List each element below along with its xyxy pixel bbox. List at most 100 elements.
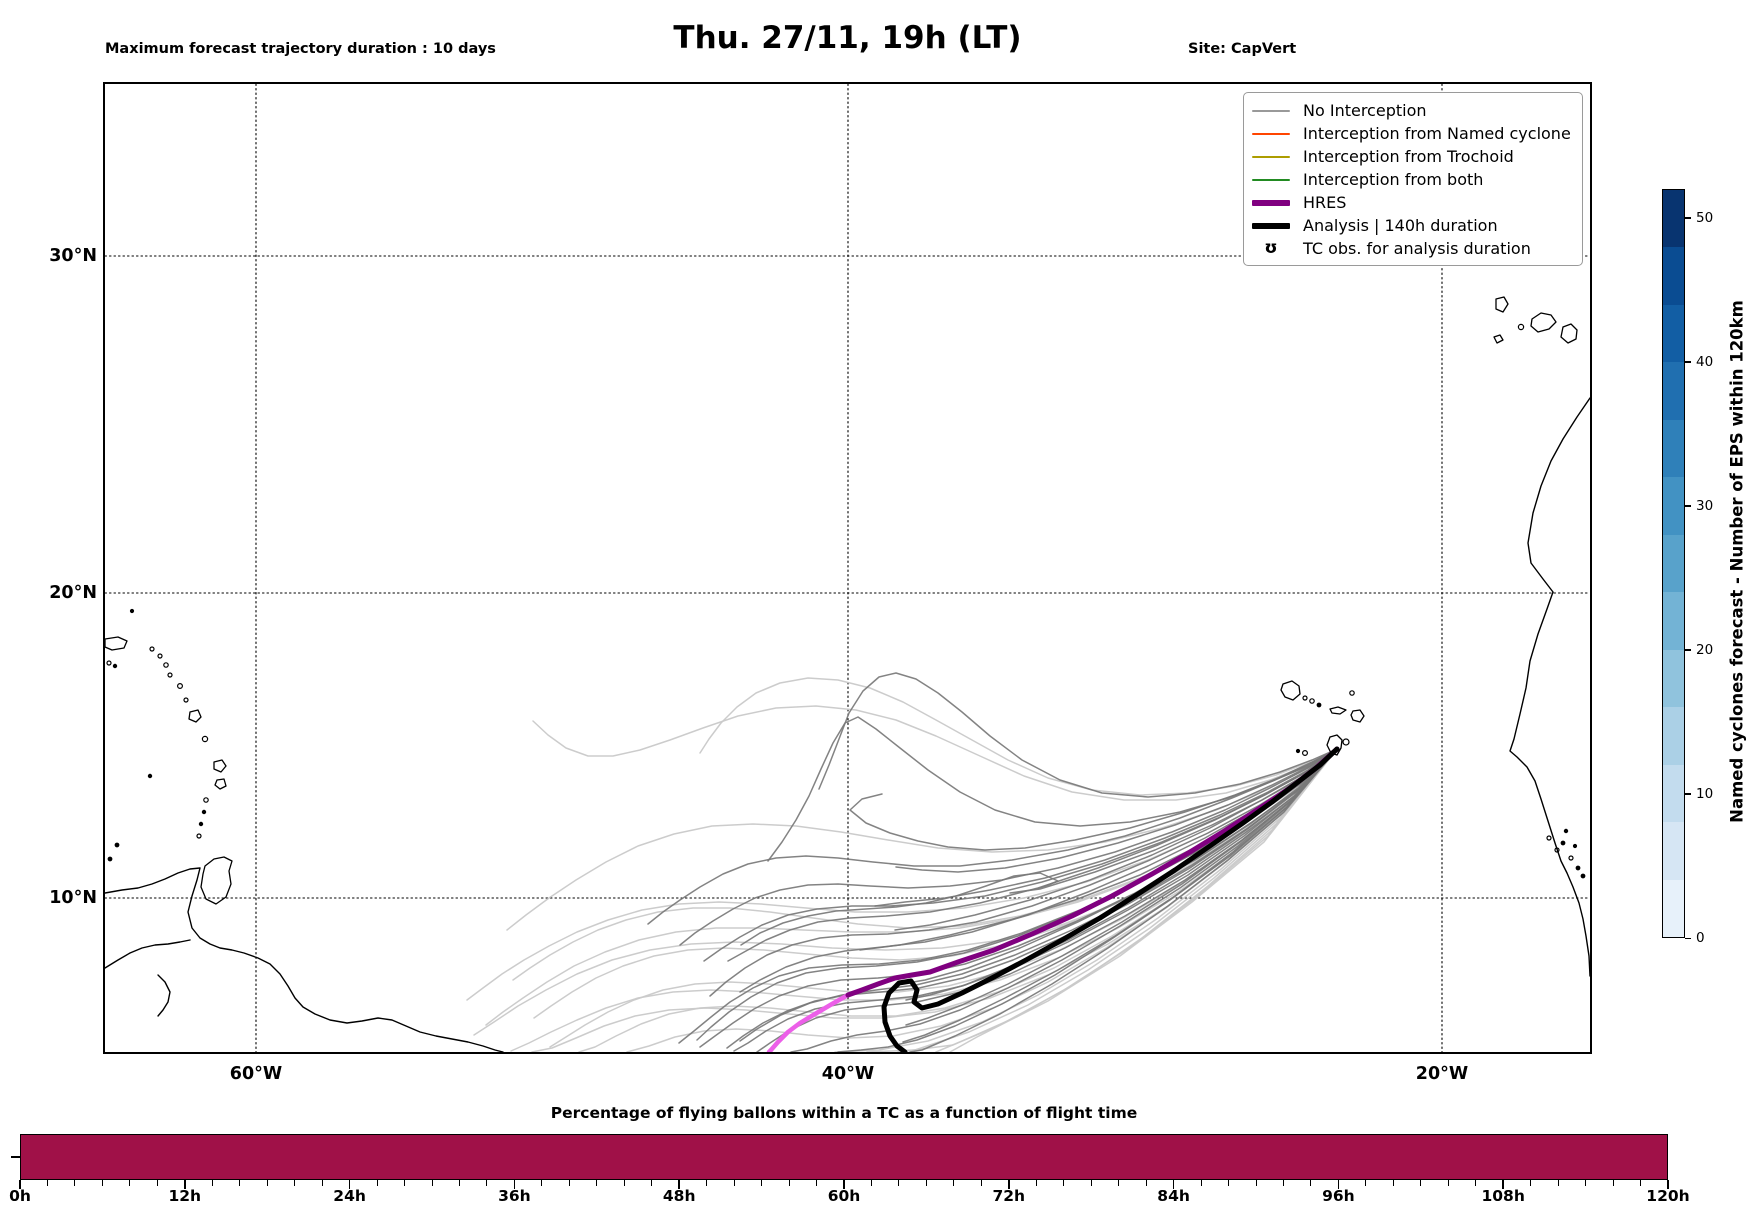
eps-trajectory-light — [699, 677, 1338, 796]
colorbar-segment — [1663, 764, 1684, 823]
island-canary-la-palma — [1495, 296, 1509, 313]
island-dot — [1301, 749, 1308, 756]
legend-line — [1252, 222, 1290, 229]
x-minor-tick — [1447, 1180, 1449, 1186]
x-minor-tick — [1090, 1180, 1092, 1186]
bottom-chart-title: Percentage of flying ballons within a TC… — [550, 1104, 1138, 1122]
legend-label: TC obs. for analysis duration — [1303, 239, 1531, 258]
eps-trajectory-light — [549, 748, 1338, 1048]
eps-trajectory-light — [949, 748, 1338, 1052]
island-canary-hierro — [1493, 334, 1504, 344]
x-minor-tick — [1145, 1180, 1147, 1186]
eps-trajectory-light — [532, 705, 1338, 801]
x-minor-tick — [101, 1180, 103, 1186]
colorbar — [1662, 189, 1685, 938]
eps-trajectory-dark — [895, 748, 1338, 873]
island-dot — [1575, 865, 1581, 871]
legend-line-sample-icon — [1252, 155, 1290, 158]
x-minor-tick — [431, 1180, 433, 1186]
colorbar-tick — [1685, 361, 1691, 363]
x-major-tick — [184, 1180, 186, 1189]
x-minor-tick — [651, 1180, 653, 1186]
eps-trajectory-dark — [647, 748, 1338, 925]
island-capeverde-santo-antao — [1280, 680, 1301, 701]
x-minor-tick — [1255, 1180, 1257, 1186]
colorbar-tick-label: 50 — [1696, 209, 1714, 226]
colorbar-tick-label: 20 — [1696, 641, 1714, 658]
colorbar-segment — [1663, 304, 1684, 363]
eps-trajectory-light — [533, 748, 1338, 1019]
x-minor-tick — [404, 1180, 406, 1186]
colorbar-segment — [1663, 190, 1684, 248]
island-trinidad — [200, 856, 233, 905]
island-dot — [1302, 695, 1308, 701]
cyclone-glyph: ʊ — [1264, 238, 1278, 258]
x-minor-tick — [46, 1180, 48, 1186]
legend-label: No Interception — [1303, 101, 1427, 120]
hres-extension-line — [766, 992, 851, 1052]
x-major-tick — [1502, 1180, 1504, 1189]
colorbar-segment — [1663, 707, 1684, 765]
x-minor-tick — [898, 1180, 900, 1186]
x-tick-label: 24h — [333, 1187, 366, 1205]
x-minor-tick — [1612, 1180, 1614, 1186]
colorbar-segment — [1663, 247, 1684, 305]
x-minor-tick — [1282, 1180, 1284, 1186]
eps-trajectory-dark — [739, 748, 1338, 1042]
x-minor-tick — [486, 1180, 488, 1186]
legend-label: Interception from both — [1303, 170, 1484, 189]
island-dot — [1517, 323, 1525, 331]
legend-item: ʊ TC obs. for analysis duration — [1252, 237, 1572, 260]
x-minor-tick — [706, 1180, 708, 1186]
island-guadeloupe — [188, 709, 202, 723]
eps-trajectory-dark — [818, 672, 1338, 798]
island-dot — [1563, 828, 1569, 834]
x-minor-tick — [74, 1180, 76, 1186]
island-dot — [176, 682, 183, 689]
x-major-tick — [843, 1180, 845, 1189]
colorbar-segment — [1663, 649, 1684, 708]
x-tick-label: 0h — [9, 1187, 31, 1205]
x-minor-tick — [980, 1180, 982, 1186]
colorbar-tick — [1685, 217, 1691, 219]
island-dot — [1316, 702, 1322, 708]
colorbar-tick-label: 40 — [1696, 353, 1714, 370]
legend-item: Analysis | 140h duration — [1252, 214, 1572, 237]
colorbar-label: Named cyclones forecast - Number of EPS … — [1727, 300, 1747, 823]
x-tick-label: 96h — [1322, 1187, 1355, 1205]
legend-line — [1252, 132, 1290, 135]
island-dot — [112, 663, 118, 669]
figure-title: Thu. 27/11, 19h (LT) — [673, 20, 1022, 56]
eps-trajectory-light — [866, 748, 1338, 1052]
x-minor-tick — [1420, 1180, 1422, 1186]
legend-line-sample-icon — [1252, 199, 1290, 206]
legend-line — [1252, 178, 1290, 181]
coastline-africa-west-coast — [1509, 397, 1590, 977]
island-dot — [1309, 698, 1315, 704]
island-dot — [147, 773, 153, 779]
legend-label: Interception from Trochoid — [1303, 147, 1514, 166]
x-major-tick — [1337, 1180, 1340, 1189]
colorbar-tick-label: 0 — [1696, 930, 1705, 946]
eps-trajectory-dark — [895, 748, 1338, 986]
eps-trajectory-dark — [709, 748, 1338, 997]
colorbar-segment — [1663, 592, 1684, 650]
island-dot — [203, 797, 209, 803]
island-dot — [198, 821, 204, 827]
x-minor-tick — [321, 1180, 323, 1186]
colorbar-segment — [1663, 419, 1684, 478]
legend-line-sample-icon — [1252, 132, 1290, 135]
eps-trajectory-dark — [874, 748, 1338, 907]
legend-item: Interception from Named cyclone — [1252, 122, 1572, 145]
x-minor-tick — [458, 1180, 460, 1186]
x-minor-tick — [1365, 1180, 1367, 1186]
colorbar-tick-label: 30 — [1696, 497, 1714, 514]
x-minor-tick — [129, 1180, 131, 1186]
x-minor-tick — [376, 1180, 378, 1186]
island-dot — [196, 833, 202, 839]
island-dot — [201, 809, 207, 815]
island-canary-tenerife — [1530, 312, 1557, 333]
x-major-tick — [1008, 1180, 1010, 1189]
x-tick-label: 60h — [827, 1187, 861, 1205]
